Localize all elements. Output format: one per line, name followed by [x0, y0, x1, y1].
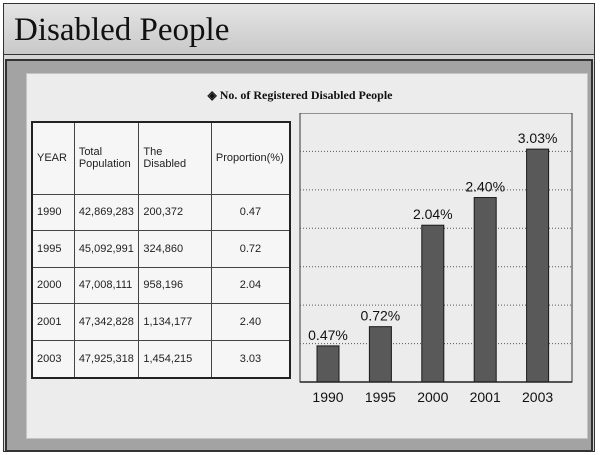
x-tick-label: 2000 — [417, 389, 448, 405]
table-row: 2000 47,008,111 958,196 2.04 — [31, 266, 291, 305]
data-label: 0.47% — [308, 327, 348, 343]
cell-year: 1995 — [31, 230, 75, 268]
table-row: 1990 42,869,283 200,372 0.47 — [31, 193, 291, 232]
cell-total-population: 42,869,283 — [73, 193, 140, 232]
table-row: 1995 45,092,991 324,860 0.72 — [31, 230, 291, 268]
x-tick-label: 1990 — [312, 389, 343, 405]
cell-year: 2003 — [31, 339, 75, 379]
x-tick-label: 2001 — [470, 389, 501, 405]
slide-title-bar: Disabled People — [3, 3, 595, 55]
bar — [316, 345, 340, 383]
cell-total-population: 47,342,828 — [73, 303, 140, 341]
table-row: 2001 47,342,828 1,134,177 2.40 — [31, 303, 291, 341]
x-tick-label: 1995 — [365, 389, 396, 405]
table-row: 2003 47,925,318 1,454,215 3.03 — [31, 339, 291, 379]
data-label: 3.03% — [518, 130, 558, 146]
cell-year: 1990 — [31, 193, 75, 232]
header-total-population: Total Population — [73, 121, 140, 195]
data-table: YEAR Total Population The Disabled Propo… — [31, 121, 291, 379]
cell-proportion: 2.04 — [210, 266, 291, 305]
cell-year: 2000 — [31, 266, 75, 305]
cell-the-disabled: 200,372 — [138, 193, 212, 232]
header-year: YEAR — [31, 121, 75, 195]
bar — [526, 148, 550, 383]
bar — [421, 224, 445, 383]
bar — [473, 197, 497, 383]
header-proportion: Proportion(%) — [210, 121, 291, 195]
data-label: 2.04% — [413, 206, 453, 222]
cell-proportion: 2.40 — [210, 303, 291, 341]
bar — [368, 326, 392, 383]
cell-proportion: 0.72 — [210, 230, 291, 268]
data-label: 2.40% — [465, 179, 505, 195]
header-the-disabled: The Disabled — [138, 121, 212, 195]
cell-total-population: 47,008,111 — [73, 266, 140, 305]
cell-total-population: 47,925,318 — [73, 339, 140, 379]
cell-the-disabled: 1,454,215 — [138, 339, 212, 379]
cell-the-disabled: 1,134,177 — [138, 303, 212, 341]
cell-total-population: 45,092,991 — [73, 230, 140, 268]
data-label: 0.72% — [361, 308, 401, 324]
bar-chart: 0.47% 1990 0.72% 1995 2.04% 2000 2.40% 2001 3.03… — [299, 113, 573, 405]
slide-title: Disabled People — [14, 12, 230, 48]
cell-the-disabled: 958,196 — [138, 266, 212, 305]
table-header-row: YEAR Total Population The Disabled Propo… — [31, 121, 291, 195]
cell-the-disabled: 324,860 — [138, 230, 212, 268]
cell-proportion: 3.03 — [210, 339, 291, 379]
cell-year: 2001 — [31, 303, 75, 341]
x-tick-label: 2003 — [522, 389, 553, 405]
chart-title: ◈ No. of Registered Disabled People — [207, 88, 393, 102]
cell-proportion: 0.47 — [210, 193, 291, 232]
